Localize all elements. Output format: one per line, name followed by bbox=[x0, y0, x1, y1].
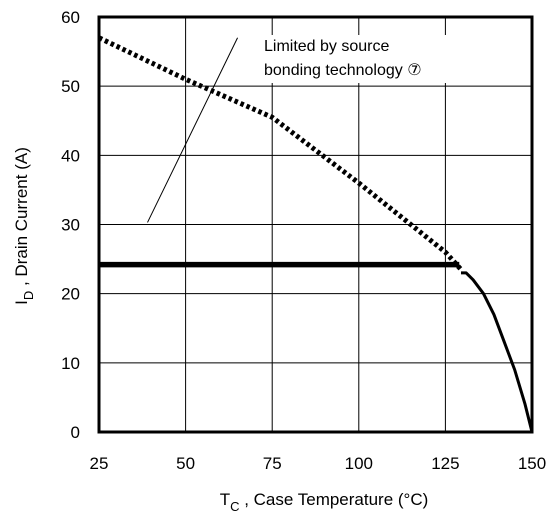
x-tick-label: 25 bbox=[90, 454, 109, 473]
annotation-text-line: bonding technology ⑦ bbox=[264, 62, 422, 79]
x-tick-label: 50 bbox=[176, 454, 195, 473]
annotation-group: Limited by source bonding technology ⑦ bbox=[147, 35, 480, 223]
x-tick-label: 75 bbox=[263, 454, 282, 473]
y-tick-label: 60 bbox=[61, 8, 80, 27]
x-tick-label: 125 bbox=[431, 454, 459, 473]
x-axis-label-sub: C bbox=[230, 499, 239, 514]
y-tick-label: 40 bbox=[61, 146, 80, 165]
y-axis-label-rest: , Drain Current (A) bbox=[12, 147, 31, 291]
series-group bbox=[97, 35, 534, 433]
plot-frame bbox=[97, 15, 534, 434]
y-tick-label: 50 bbox=[61, 77, 80, 96]
x-axis-label-rest: , Case Temperature (°C) bbox=[239, 490, 428, 509]
x-axis-label-main: T bbox=[220, 490, 230, 509]
annotation-text-background bbox=[260, 35, 480, 83]
y-axis-label-sub: D bbox=[21, 291, 36, 300]
series-line-dotted bbox=[97, 35, 463, 272]
y-tick-label: 0 bbox=[71, 423, 80, 442]
tick-labels: 25 50 75 100 125 150 0 10 20 30 40 50 60 bbox=[61, 8, 546, 473]
x-tick-label: 100 bbox=[345, 454, 373, 473]
series-line-solid bbox=[460, 271, 534, 433]
y-axis-label: ID , Drain Current (A) bbox=[12, 147, 36, 305]
y-tick-label: 20 bbox=[61, 285, 80, 304]
y-tick-label: 10 bbox=[61, 354, 80, 373]
x-axis-label: TC , Case Temperature (°C) bbox=[220, 490, 429, 514]
y-axis-label-main: I bbox=[12, 300, 31, 305]
x-tick-label: 150 bbox=[518, 454, 546, 473]
y-tick-label: 30 bbox=[61, 216, 80, 235]
annotation-pointer bbox=[147, 37, 239, 223]
annotation-text-line: Limited by source bbox=[264, 38, 389, 55]
